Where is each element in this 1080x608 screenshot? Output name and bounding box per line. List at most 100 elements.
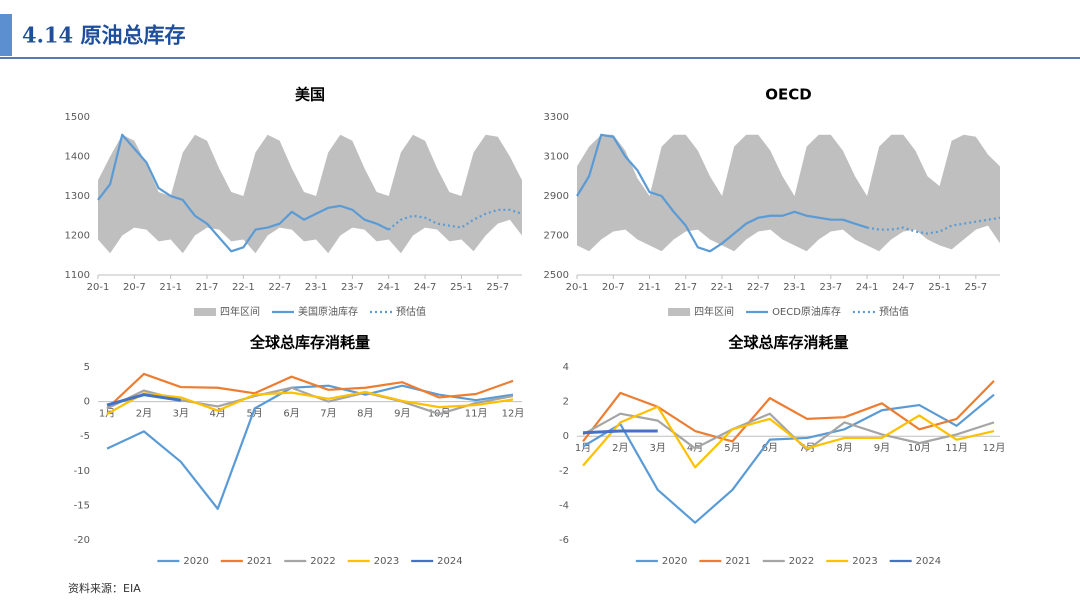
y-tick-label: 1400 xyxy=(65,152,90,163)
x-tick-label: 25-1 xyxy=(928,282,951,293)
legend-label: 预估值 xyxy=(879,305,909,318)
series-line xyxy=(582,429,658,435)
legend-label: 预估值 xyxy=(396,305,426,318)
series-line xyxy=(106,372,514,410)
chart-title: 美国 xyxy=(295,86,325,104)
legend-label: 2020 xyxy=(662,556,687,567)
x-tick-label: 22-7 xyxy=(747,282,770,293)
series-line xyxy=(106,386,514,416)
legend-label: 四年区间 xyxy=(220,305,260,318)
y-tick-label: 1100 xyxy=(65,270,90,281)
x-tick-label: 21-1 xyxy=(159,282,182,293)
legend-item: 2020 xyxy=(635,556,687,567)
x-tick-label: 21-7 xyxy=(196,282,219,293)
legend-item: 预估值 xyxy=(852,305,909,318)
legend-item: 2020 xyxy=(157,556,209,567)
legend-item: 2024 xyxy=(411,556,463,567)
chart-title: 全球总库存消耗量 xyxy=(249,334,370,352)
y-tick-label: -4 xyxy=(559,500,569,511)
legend-label: 2023 xyxy=(374,556,399,567)
legend-label: OECD原油库存 xyxy=(772,305,841,318)
x-tick-label: 20-7 xyxy=(123,282,146,293)
y-tick-label: 3300 xyxy=(544,112,569,123)
x-tick-label: 25-7 xyxy=(486,282,509,293)
x-tick-label: 10月 xyxy=(908,442,931,454)
x-tick-label: 23-1 xyxy=(783,282,806,293)
x-tick-label: 4月 xyxy=(210,408,226,420)
chart-title: 全球总库存消耗量 xyxy=(727,334,848,352)
legend-item: 四年区间 xyxy=(194,305,260,318)
legend-label: 2022 xyxy=(789,556,814,567)
series-line xyxy=(576,133,868,253)
y-tick-label: 1300 xyxy=(65,191,90,202)
x-tick-label: 24-7 xyxy=(892,282,915,293)
legend-label: 2023 xyxy=(852,556,877,567)
x-tick-label: 20-1 xyxy=(87,282,110,293)
x-tick-label: 25-7 xyxy=(964,282,987,293)
series-line xyxy=(582,405,995,469)
legend-label: 2020 xyxy=(183,556,208,567)
x-tick-label: 21-7 xyxy=(674,282,697,293)
x-tick-label: 11月 xyxy=(465,408,488,420)
x-tick-label: 23-1 xyxy=(305,282,328,293)
legend-item: 2021 xyxy=(220,556,272,567)
legend-label: 2021 xyxy=(725,556,750,567)
legend-item: 2022 xyxy=(284,556,336,567)
header-title: 4.14 原油总库存 xyxy=(22,23,185,48)
legend-label: 2024 xyxy=(916,556,941,567)
y-tick-label: 0 xyxy=(563,431,569,442)
series-line xyxy=(582,380,995,443)
x-tick-label: 3月 xyxy=(173,408,189,420)
x-tick-label: 5月 xyxy=(724,442,740,454)
legend-label: 2024 xyxy=(437,556,462,567)
y-tick-label: -20 xyxy=(74,535,90,546)
range-band xyxy=(577,134,1000,252)
x-tick-label: 2月 xyxy=(612,442,628,454)
x-tick-label: 23-7 xyxy=(819,282,842,293)
x-tick-label: 8月 xyxy=(836,442,852,454)
header-mark xyxy=(0,14,12,56)
series-line xyxy=(388,208,523,231)
y-tick-label: 2900 xyxy=(544,191,569,202)
legend-item: 预估值 xyxy=(370,305,426,318)
legend-label: 四年区间 xyxy=(694,305,734,318)
x-tick-label: 22-7 xyxy=(268,282,291,293)
x-tick-label: 24-1 xyxy=(377,282,400,293)
series-line xyxy=(106,390,514,416)
legend-item: OECD原油库存 xyxy=(746,305,841,318)
x-tick-label: 9月 xyxy=(874,442,890,454)
y-tick-label: 1200 xyxy=(65,231,90,242)
y-tick-label: -6 xyxy=(559,535,569,546)
x-tick-label: 23-7 xyxy=(341,282,364,293)
x-tick-label: 12月 xyxy=(983,442,1006,454)
x-tick-label: 8月 xyxy=(357,408,373,420)
legend-label: 2021 xyxy=(247,556,272,567)
legend-item: 2022 xyxy=(762,556,814,567)
x-tick-label: 9月 xyxy=(394,408,410,420)
x-tick-label: 11月 xyxy=(945,442,968,454)
legend-swatch xyxy=(668,308,691,316)
y-tick-label: 2500 xyxy=(544,270,569,281)
y-tick-label: 0 xyxy=(84,397,90,408)
y-tick-label: -5 xyxy=(80,431,90,442)
series-line xyxy=(106,393,182,407)
y-tick-label: 3100 xyxy=(544,152,569,163)
x-tick-label: 25-1 xyxy=(450,282,473,293)
y-tick-label: 1500 xyxy=(65,112,90,123)
legend-swatch xyxy=(194,308,216,316)
x-tick-label: 21-1 xyxy=(638,282,661,293)
legend-label: 美国原油库存 xyxy=(298,305,358,318)
x-tick-label: 12月 xyxy=(502,408,525,420)
x-tick-label: 7月 xyxy=(320,408,336,420)
series-line xyxy=(97,133,390,253)
y-tick-label: 4 xyxy=(563,362,569,373)
x-tick-label: 3月 xyxy=(650,442,666,454)
x-tick-label: 2月 xyxy=(136,408,152,420)
series-line xyxy=(106,384,514,510)
series-line xyxy=(582,412,995,452)
y-tick-label: 2 xyxy=(563,397,569,408)
legend-item: 2021 xyxy=(699,556,751,567)
legend-item: 2023 xyxy=(347,556,399,567)
legend-item: 2024 xyxy=(889,556,941,567)
